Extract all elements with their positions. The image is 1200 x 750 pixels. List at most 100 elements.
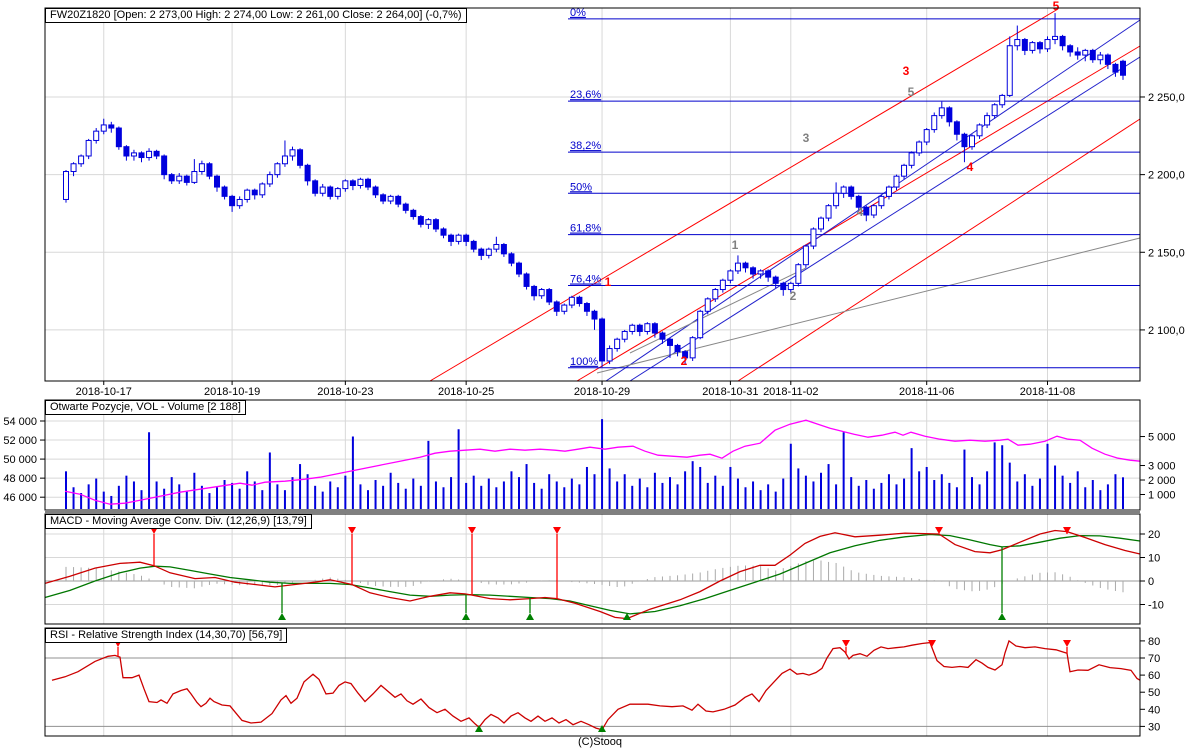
open-interest-line (64, 419, 1141, 505)
candle (523, 273, 530, 287)
candle (697, 310, 704, 339)
candle (1036, 42, 1043, 50)
candle (395, 195, 402, 205)
candle (916, 141, 923, 154)
candle (70, 163, 77, 173)
candle (1097, 54, 1104, 61)
buy-marker-icon (998, 613, 1006, 620)
candle (984, 115, 991, 126)
elliott-label: 3 (903, 64, 910, 78)
candle (561, 304, 568, 312)
candle (100, 124, 107, 132)
date-label: 2018-11-02 (763, 386, 818, 398)
volume-panel-border (44, 399, 1141, 511)
axis-label: 40 (1148, 704, 1160, 716)
axis-label: 70 (1148, 653, 1160, 665)
candle (130, 152, 137, 157)
candle (931, 115, 938, 131)
candle (961, 133, 968, 148)
candle (659, 332, 666, 340)
candle (251, 189, 258, 196)
fib-label: 23,6% (570, 89, 601, 101)
rsi-panel-border (44, 627, 1141, 737)
candle (244, 189, 251, 200)
candle (576, 296, 583, 305)
candle (214, 175, 220, 188)
candle (516, 262, 522, 275)
candle (297, 149, 304, 166)
candle (599, 318, 606, 362)
candle (870, 205, 877, 216)
candle (161, 155, 168, 176)
elliott-label: 5 (1053, 0, 1060, 13)
axis-label: 2 000 (1148, 475, 1176, 487)
axis-label: 48 000 (3, 473, 37, 485)
axis-label: 50 (1148, 687, 1160, 699)
candle (810, 228, 817, 247)
candle (1082, 49, 1089, 56)
candle (455, 234, 462, 242)
candle (1044, 39, 1051, 50)
candle (818, 217, 824, 230)
candle (470, 240, 477, 250)
candle (349, 180, 356, 186)
trendline (605, 19, 1141, 382)
macd-panel-border (44, 513, 1141, 625)
candle (176, 175, 183, 182)
trendline (429, 8, 1059, 382)
fib-label: 100% (570, 356, 598, 368)
buy-marker-icon (598, 725, 606, 732)
candle (485, 248, 492, 256)
candle (689, 337, 696, 359)
candle (1067, 45, 1074, 53)
candle (1052, 35, 1059, 41)
date-label: 2018-10-31 (702, 386, 758, 398)
fib-label: 38,2% (570, 140, 601, 152)
candle (765, 270, 772, 278)
candle (448, 234, 455, 242)
candle (878, 195, 885, 207)
volume-panel-title: Otwarte Pozycje, VOL - Volume [2 188] (45, 400, 246, 415)
buy-marker-icon (462, 613, 470, 620)
candle (999, 94, 1006, 106)
candle (500, 244, 507, 255)
candle (281, 155, 288, 165)
candle (750, 267, 757, 275)
date-label: 2018-11-08 (1020, 386, 1075, 398)
candle (1074, 51, 1081, 56)
axis-label: 0 (1148, 576, 1154, 588)
candle (727, 270, 734, 281)
candle (553, 301, 560, 312)
buy-marker-icon (526, 613, 534, 620)
candle (893, 175, 900, 188)
candle (183, 175, 190, 183)
candle (848, 186, 855, 197)
candle (621, 330, 628, 340)
trendline (629, 267, 807, 354)
candle (855, 195, 862, 208)
axis-label: 1 000 (1148, 490, 1176, 502)
candle (432, 219, 439, 230)
buy-marker-icon (623, 613, 631, 620)
axis-label: 60 (1148, 670, 1160, 682)
candle (568, 296, 575, 306)
axis-label: 80 (1148, 636, 1160, 648)
candle (908, 152, 915, 166)
date-label: 2018-10-25 (438, 386, 494, 398)
candle (614, 338, 621, 350)
sell-marker-icon (1063, 640, 1071, 647)
axis-label: 2 150,0 (1148, 247, 1185, 259)
fib-label: 61,8% (570, 223, 601, 235)
axis-label: 3 000 (1148, 461, 1176, 473)
candle (825, 205, 832, 219)
candle (236, 198, 243, 207)
signal-line (44, 533, 1141, 615)
buy-marker-icon (475, 725, 483, 732)
candle (840, 186, 847, 194)
date-label: 2018-11-06 (899, 386, 954, 398)
sell-marker-icon (842, 640, 850, 647)
candle (651, 323, 658, 334)
axis-label: 2 200,0 (1148, 170, 1185, 182)
axis-label: 20 (1148, 529, 1160, 541)
candle (312, 180, 319, 194)
